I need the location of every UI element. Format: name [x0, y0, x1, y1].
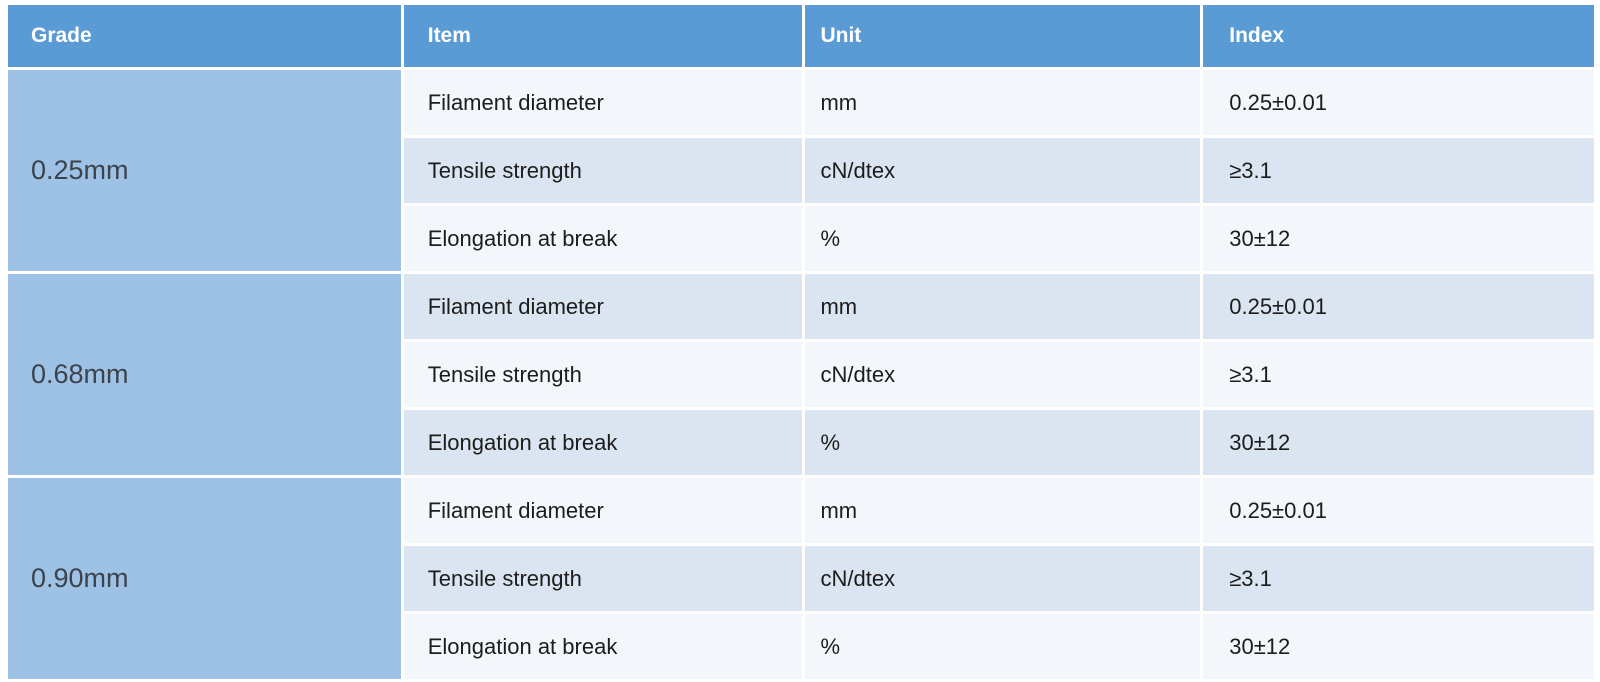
table-row: Elongation at break% 30±12 [8, 614, 1594, 679]
grade-cell: 0.90mm [8, 478, 401, 679]
item-cell: Filament diameter [403, 478, 803, 543]
item-cell: Filament diameter [403, 70, 803, 135]
index-cell: 0.25±0.01 [1203, 274, 1594, 339]
index-cell: 30±12 [1203, 410, 1594, 475]
unit-cell: % [805, 410, 1201, 475]
index-cell: ≥3.1 [1203, 138, 1594, 203]
item-cell: Elongation at break [403, 410, 803, 475]
unit-cell: cN/dtex [805, 546, 1201, 611]
product-spec-table: Grade Item Unit Index 0.25mm Filament dia… [5, 2, 1597, 682]
unit-cell: cN/dtex [805, 138, 1201, 203]
index-cell: 30±12 [1203, 614, 1594, 679]
table-row: 0.25mm Filament diameter mm 0.25±0.01 [8, 70, 1594, 271]
column-header-unit: Unit [805, 5, 1201, 67]
unit-cell: cN/dtex [805, 342, 1201, 407]
unit-cell: % [805, 206, 1201, 271]
index-cell: ≥3.1 [1203, 342, 1594, 407]
grade-cell: 0.68mm [8, 274, 401, 475]
index-cell: 30±12 [1203, 206, 1594, 271]
index-cell: ≥3.1 [1203, 546, 1594, 611]
index-cell: 0.25±0.01 [1203, 70, 1594, 135]
column-header-item: Item [403, 5, 803, 67]
unit-cell: % [805, 614, 1201, 679]
grade-cell: 0.25mm [8, 70, 401, 271]
table-row: 0.90mm Filament diameter mm 0.25±0.01 [8, 478, 1594, 679]
table-row: Tensile strength cN/dtex ≥3.1 [8, 546, 1594, 611]
table-body: 0.25mm Filament diameter mm 0.25±0.01 Tensil… [8, 70, 1594, 679]
item-cell: Tensile strength [403, 342, 803, 407]
table-header: Grade Item Unit Index [8, 5, 1594, 67]
header-row: Grade Item Unit Index [8, 5, 1594, 67]
table-row: Tensile strength cN/dtex ≥3.1 [8, 342, 1594, 407]
table-row: Tensile strength cN/dtex ≥3.1 [8, 138, 1594, 203]
column-header-index: Index [1203, 5, 1594, 67]
unit-cell: mm [805, 274, 1201, 339]
item-cell: Tensile strength [403, 546, 803, 611]
unit-cell: mm [805, 478, 1201, 543]
item-cell: Tensile strength [403, 138, 803, 203]
item-cell: Elongation at break [403, 614, 803, 679]
unit-cell: mm [805, 70, 1201, 135]
item-cell: Filament diameter [403, 274, 803, 339]
index-cell: 0.25±0.01 [1203, 478, 1594, 543]
table-row: Elongation at break% 30±12 [8, 206, 1594, 271]
item-cell: Elongation at break [403, 206, 803, 271]
table-row: Elongation at break% 30±12 [8, 410, 1594, 475]
table-row: 0.68mm Filament diameter mm 0.25±0.01 [8, 274, 1594, 475]
column-header-grade: Grade [8, 5, 401, 67]
